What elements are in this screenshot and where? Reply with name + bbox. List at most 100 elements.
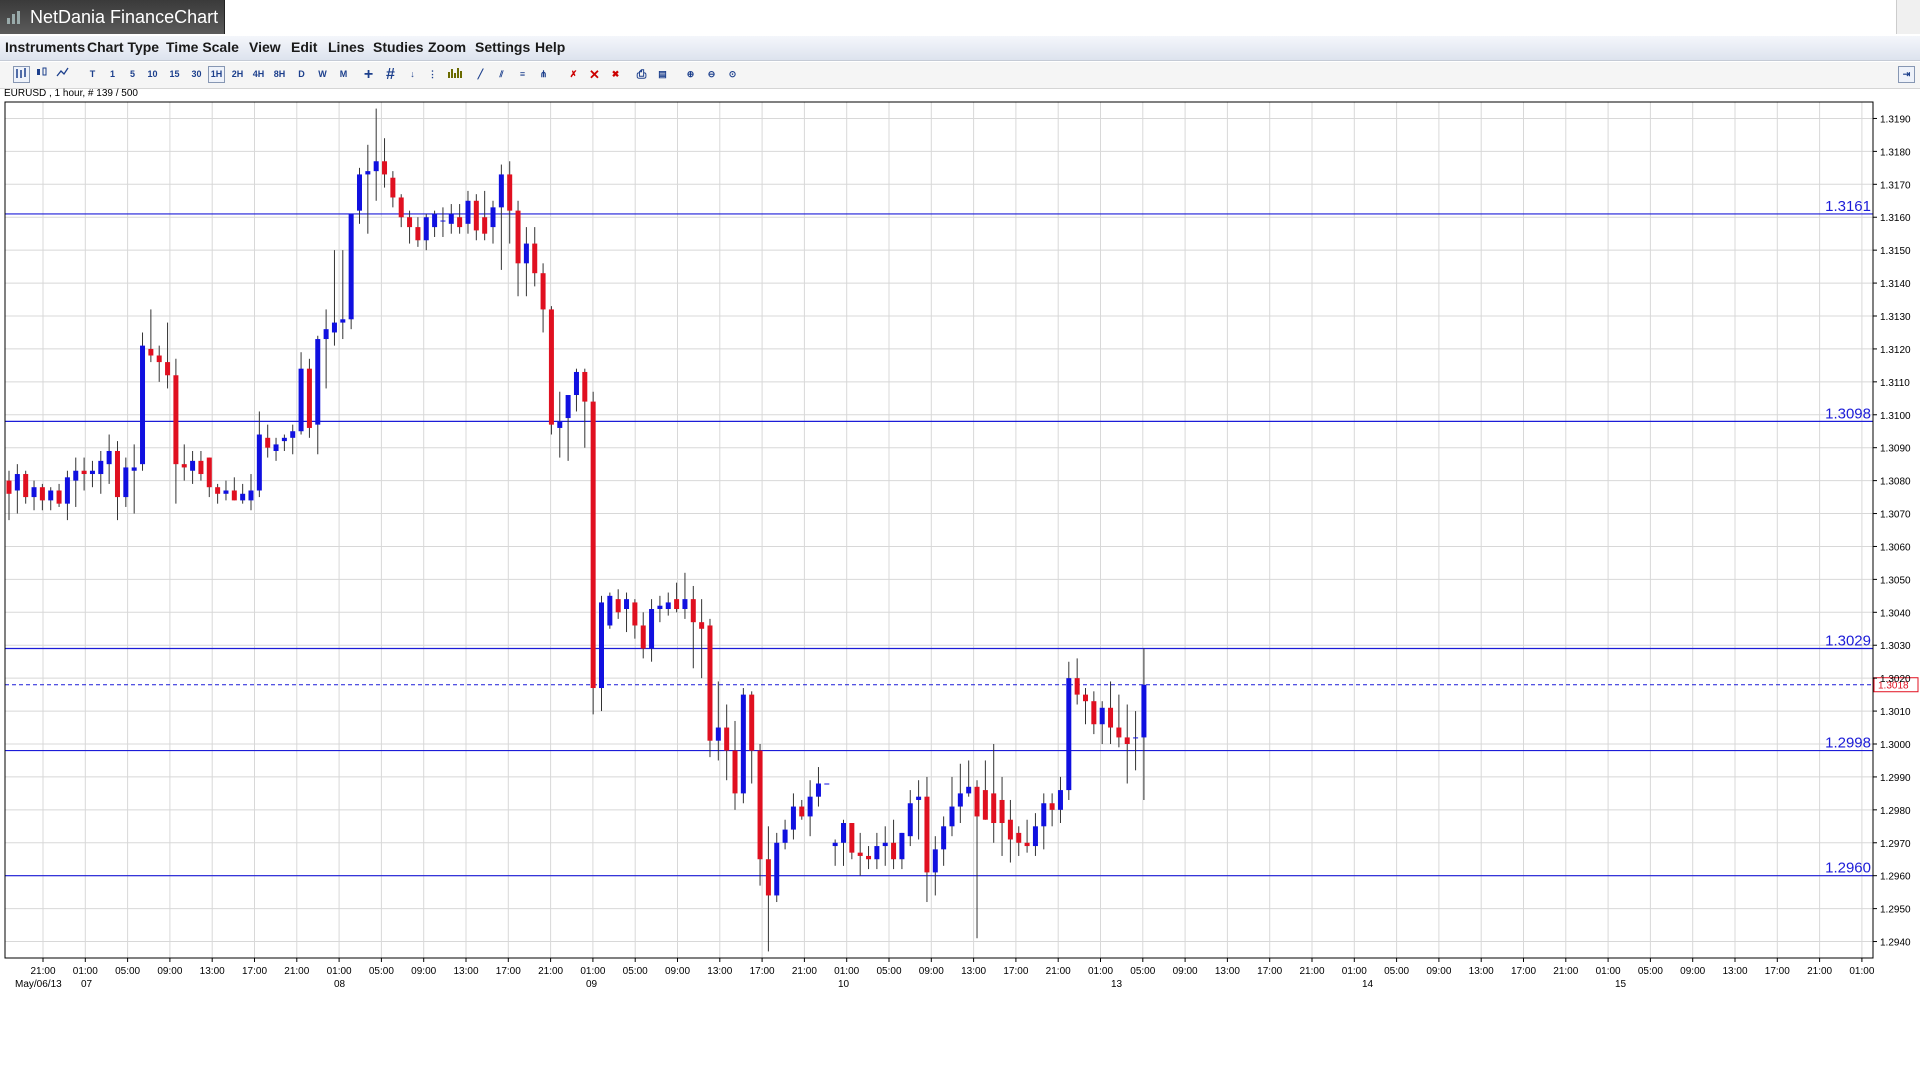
candle-down [924, 796, 930, 873]
line-chart-icon[interactable] [54, 66, 71, 83]
menu-chart-type[interactable]: Chart Type [87, 39, 160, 55]
fibonacci-icon[interactable]: ≡ [519, 69, 526, 79]
x-tick-label: 09:00 [919, 966, 944, 977]
panel-toggle-icon[interactable]: ⇥ [1898, 66, 1915, 83]
timescale-m-button[interactable]: M [339, 69, 348, 79]
grid-icon[interactable]: # [386, 66, 395, 83]
candle-up [715, 727, 721, 741]
menu-settings[interactable]: Settings [475, 39, 531, 55]
timescale-15-button[interactable]: 15 [169, 69, 180, 79]
levels-icon[interactable]: ⋮ [428, 69, 437, 79]
candle-up [899, 832, 905, 860]
delete-all-icon[interactable]: ✖ [611, 69, 620, 79]
timescale-30-button[interactable]: 30 [191, 69, 202, 79]
menu-view[interactable]: View [249, 39, 281, 55]
menu-lines[interactable]: Lines [328, 39, 365, 55]
date-label: 13 [1111, 979, 1123, 990]
candle-down [1124, 737, 1130, 744]
timescale-t-button[interactable]: T [89, 69, 96, 79]
window-resize-handle[interactable] [1896, 0, 1920, 34]
zoom-in-icon[interactable]: ⊕ [686, 69, 695, 79]
candle-down [407, 217, 413, 228]
channel-icon[interactable]: ⫽ [499, 69, 504, 79]
timescale-5-button[interactable]: 5 [129, 69, 135, 79]
timescale-8h-button[interactable]: 8H [273, 69, 286, 79]
menu-time-scale[interactable]: Time Scale [166, 39, 239, 55]
candle-down [540, 273, 546, 310]
timescale-d-button[interactable]: D [298, 69, 305, 79]
level-label: 1.3098 [1825, 405, 1871, 422]
candle-up [1099, 707, 1105, 725]
candle-up [957, 793, 963, 807]
candle-down [56, 490, 62, 504]
candle-up [824, 783, 830, 785]
timescale-2h-button[interactable]: 2H [231, 69, 244, 79]
crosshair-icon[interactable]: + [363, 66, 374, 83]
candles [6, 108, 1147, 952]
candle-up [657, 605, 663, 610]
x-tick-label: 17:00 [1003, 966, 1028, 977]
candle-up [740, 694, 746, 794]
candle-down [231, 490, 237, 501]
candle-up [949, 806, 955, 827]
zoom-reset-icon[interactable]: ⊙ [728, 69, 737, 79]
menu-studies[interactable]: Studies [373, 39, 424, 55]
candle-up [323, 329, 329, 340]
x-tick-label: 13:00 [200, 966, 225, 977]
menu-edit[interactable]: Edit [291, 39, 318, 55]
pitchfork-icon[interactable]: ⋔ [539, 69, 548, 79]
print-icon[interactable]: ⎙ [636, 67, 647, 81]
trendline-icon[interactable]: ╱ [477, 69, 484, 79]
x-tick-label: 05:00 [1638, 966, 1663, 977]
candle-up [649, 609, 655, 649]
candle-down [866, 855, 872, 860]
x-tick-label: 13:00 [1722, 966, 1747, 977]
timescale-4h-button[interactable]: 4H [252, 69, 265, 79]
x-tick-label: 01:00 [834, 966, 859, 977]
timescale-1-button[interactable]: 1 [109, 69, 115, 79]
x-tick-label: 05:00 [876, 966, 901, 977]
date-label: 14 [1362, 979, 1374, 990]
chart-grid [5, 102, 1873, 958]
menu-help[interactable]: Help [535, 39, 566, 55]
app-title-box: NetDania FinanceChart [0, 0, 225, 34]
zoom-out-icon[interactable]: ⊖ [707, 69, 716, 79]
candle-down [690, 599, 696, 623]
delete-line-icon[interactable]: ✗ [569, 69, 578, 79]
candle-up [874, 846, 880, 860]
timescale-10-button[interactable]: 10 [147, 69, 158, 79]
arrow-down-icon[interactable]: ↓ [410, 69, 415, 79]
date-label: 07 [81, 979, 93, 990]
candle-down [548, 309, 554, 425]
menu-zoom[interactable]: Zoom [428, 39, 467, 55]
candle-up [774, 842, 780, 896]
candle-up [1057, 790, 1063, 810]
x-tick-label: 05:00 [115, 966, 140, 977]
candle-up [490, 207, 496, 228]
candle-down [707, 625, 713, 741]
candle-up [281, 437, 287, 442]
candle-down [982, 790, 988, 820]
candle-down [765, 859, 771, 896]
bar-chart-icon[interactable] [13, 66, 30, 83]
volume-chart-icon[interactable] [446, 66, 463, 83]
candle-up [73, 470, 79, 481]
print-preview-icon[interactable]: ▤ [658, 69, 667, 79]
candle-up [807, 796, 813, 817]
x-tick-label: 21:00 [284, 966, 309, 977]
candle-up [782, 829, 788, 843]
x-tick-label: 01:00 [1342, 966, 1367, 977]
level-label: 1.3029 [1825, 633, 1871, 650]
x-tick-label: 05:00 [1384, 966, 1409, 977]
candle-down [81, 470, 87, 475]
candle-chart-icon[interactable] [33, 66, 50, 83]
candle-down [849, 823, 855, 853]
candle-up [841, 823, 846, 843]
candle-down [632, 602, 638, 626]
timescale-w-button[interactable]: W [318, 69, 327, 79]
timescale-1h-button[interactable]: 1H [208, 66, 225, 83]
close-icon[interactable]: ✕ [589, 67, 600, 82]
menu-instruments[interactable]: Instruments [5, 39, 86, 55]
price-chart[interactable]: 1.3161 1.3098 1.3029 1.2998 1.2960 1.3018 1.2… [0, 98, 1920, 1018]
candle-up [882, 842, 888, 847]
